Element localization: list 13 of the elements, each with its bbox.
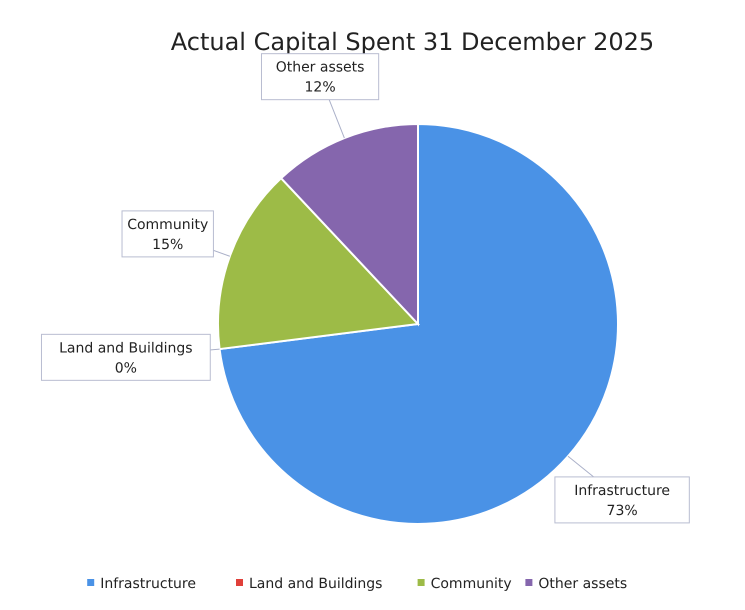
legend-label: Infrastructure <box>100 576 196 592</box>
chart-title: Actual Capital Spent 31 December 2025 <box>170 28 654 56</box>
legend-label: Community <box>430 576 512 592</box>
slice-label: Other assets <box>276 60 364 76</box>
data-label: 15% <box>152 236 184 253</box>
legend-label: Other assets <box>538 576 628 592</box>
data-label: 12% <box>304 80 336 96</box>
legend-label: Land and Buildings <box>249 576 382 592</box>
slice-label: Infrastructure <box>574 482 670 499</box>
text: 0% <box>114 360 137 376</box>
category-label: Land and Buildings <box>59 340 193 356</box>
data-label: 73% <box>606 502 638 519</box>
slice-label: Community <box>127 216 208 233</box>
